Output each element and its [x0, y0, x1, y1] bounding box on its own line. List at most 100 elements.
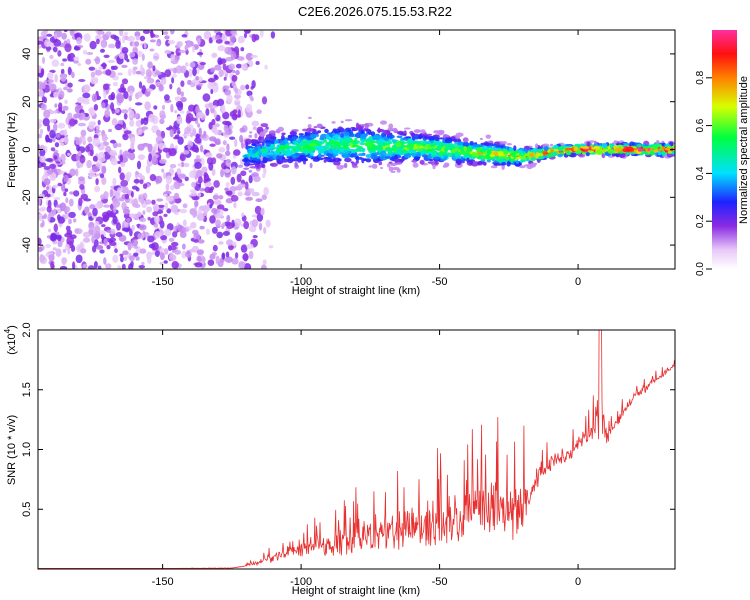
heatmap-cell	[179, 153, 186, 162]
y-tick-label: -40	[21, 237, 33, 253]
heatmap-cell	[195, 133, 201, 139]
heatmap-cell	[168, 237, 175, 242]
heatmap-cell	[501, 164, 505, 171]
heatmap-cell	[270, 136, 277, 140]
heatmap-cell	[150, 30, 154, 39]
heatmap-cell	[176, 87, 182, 96]
heatmap-cell	[192, 67, 197, 77]
heatmap-cell	[258, 222, 263, 231]
heatmap-cell	[68, 211, 76, 219]
heatmap-cell	[187, 143, 191, 150]
heatmap-cell	[300, 137, 308, 140]
heatmap-cell	[185, 62, 189, 67]
heatmap-cell	[371, 163, 378, 169]
heatmap-cell	[276, 158, 281, 163]
heatmap-cell	[208, 102, 214, 108]
heatmap-cell	[174, 96, 182, 101]
heatmap-cell	[214, 123, 220, 128]
heatmap-cell	[86, 159, 92, 169]
heatmap-cell	[287, 138, 293, 141]
heatmap-cell	[377, 148, 382, 153]
heatmap-cell	[480, 142, 487, 146]
x-tick-label: -100	[290, 276, 312, 288]
heatmap-cell	[40, 30, 47, 37]
heatmap-cell	[101, 133, 108, 142]
heatmap-cell	[379, 142, 387, 147]
heatmap-cell	[317, 153, 322, 159]
heatmap-cell	[88, 121, 95, 130]
heatmap-cell	[358, 156, 363, 160]
heatmap-cell	[110, 139, 116, 144]
heatmap-cell	[180, 161, 185, 168]
heatmap-cell	[176, 41, 183, 47]
heatmap-cell	[274, 139, 279, 144]
heatmap-cell	[138, 224, 147, 231]
heatmap-cell	[49, 163, 57, 169]
heatmap-cell	[169, 125, 173, 130]
heatmap-cell	[622, 148, 631, 153]
heatmap-cell	[118, 53, 125, 60]
heatmap-cell	[263, 187, 269, 196]
spectrogram-heatmap	[38, 30, 675, 269]
heatmap-cell	[566, 150, 571, 155]
heatmap-cell	[298, 133, 304, 136]
heatmap-cell	[184, 126, 192, 135]
heatmap-cell	[152, 65, 156, 72]
heatmap-cell	[488, 154, 496, 158]
heatmap-cell	[253, 175, 261, 183]
heatmap-cell	[208, 187, 214, 194]
heatmap-cell	[246, 90, 253, 97]
heatmap-cell	[618, 151, 625, 154]
heatmap-cell	[265, 143, 271, 147]
heatmap-cell	[119, 149, 123, 156]
heatmap-cell	[98, 66, 103, 70]
heatmap-cell	[231, 74, 238, 82]
heatmap-cell	[248, 250, 254, 260]
heatmap-cell	[211, 168, 216, 176]
heatmap-cell	[392, 127, 398, 132]
heatmap-cell	[588, 140, 596, 143]
heatmap-cell	[142, 183, 148, 189]
heatmap-cell	[291, 136, 298, 140]
snr-scale-prefix: (x10	[6, 333, 18, 354]
heatmap-cell	[196, 249, 204, 255]
heatmap-cell	[366, 137, 374, 142]
heatmap-cell	[255, 61, 260, 65]
heatmap-cell	[222, 140, 227, 146]
heatmap-cell	[142, 192, 148, 200]
heatmap-cell	[39, 254, 46, 263]
heatmap-cell	[159, 114, 166, 120]
heatmap-cell	[557, 146, 563, 152]
heatmap-cell	[139, 179, 144, 185]
heatmap-cell	[339, 132, 344, 138]
heatmap-cell	[163, 193, 168, 197]
heatmap-cell	[94, 185, 101, 193]
heatmap-cell	[160, 235, 168, 241]
heatmap-cell	[169, 245, 177, 251]
heatmap-cell	[142, 30, 151, 34]
heatmap-cell	[109, 237, 116, 242]
heatmap-cell	[91, 165, 99, 173]
heatmap-cell	[404, 153, 412, 159]
heatmap-cell	[256, 213, 264, 222]
heatmap-cell	[117, 143, 122, 148]
heatmap-cell	[400, 133, 407, 136]
heatmap-cell	[408, 147, 413, 150]
heatmap-cell	[230, 195, 239, 202]
heatmap-cell	[380, 120, 387, 125]
heatmap-cell	[199, 62, 206, 66]
heatmap-cell	[280, 150, 288, 154]
heatmap-cell	[530, 156, 536, 162]
heatmap-cell	[89, 40, 97, 50]
heatmap-cell	[385, 130, 391, 136]
heatmap-cell	[166, 208, 172, 214]
heatmap-cell	[160, 77, 167, 85]
heatmap-cell	[236, 173, 242, 183]
heatmap-cell	[230, 176, 236, 185]
heatmap-cell	[99, 173, 105, 179]
heatmap-cell	[304, 150, 309, 155]
heatmap-cell	[466, 157, 470, 163]
heatmap-cell	[185, 113, 194, 122]
heatmap-cell	[312, 129, 317, 132]
heatmap-cell	[248, 134, 253, 138]
